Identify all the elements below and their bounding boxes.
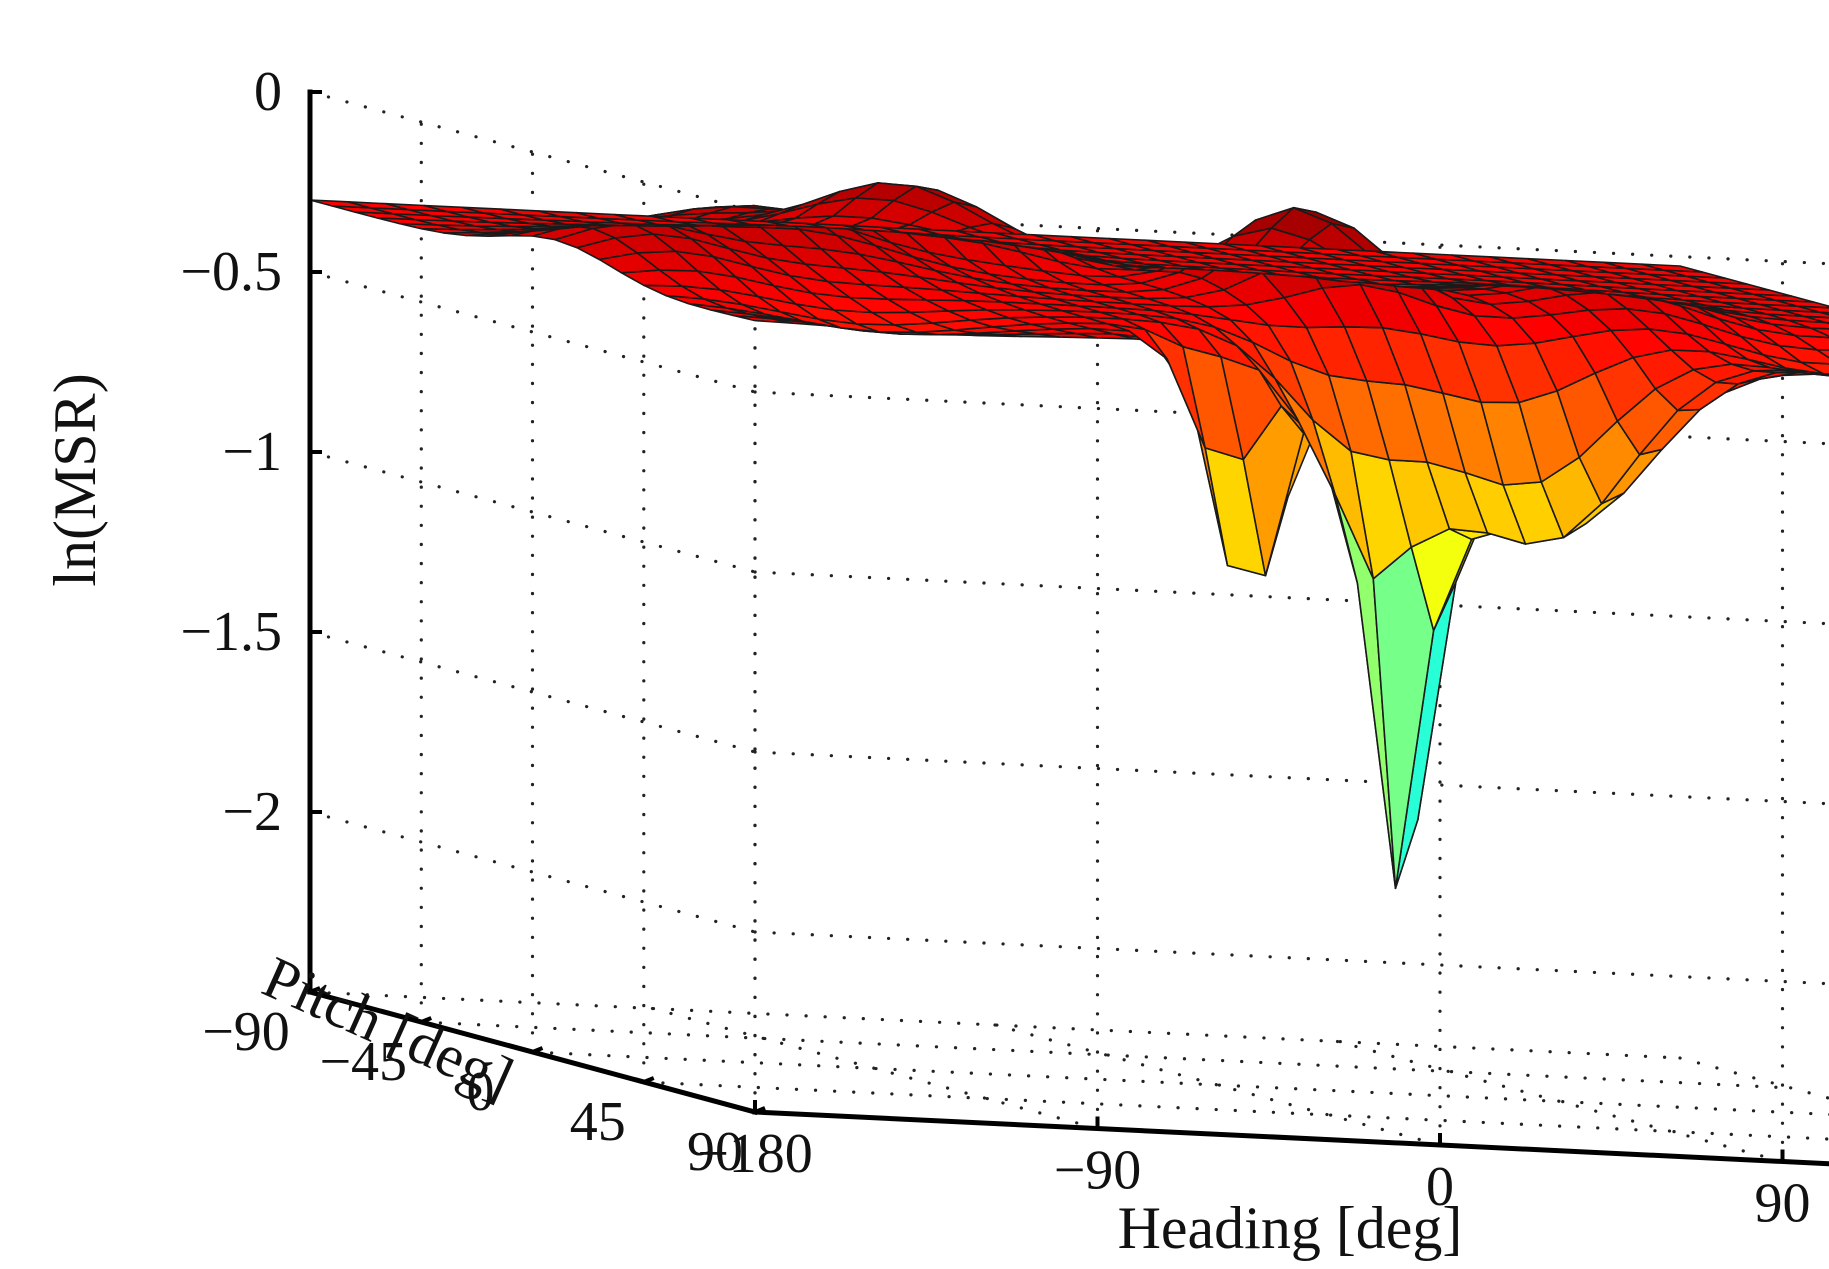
z-axis-title: ln(MSR) — [42, 373, 108, 586]
grid-line-back-wall — [753, 390, 1829, 446]
grid-line-floor — [419, 1020, 1793, 1090]
grid-line-left-wall — [308, 90, 757, 214]
x-tick-label: −180 — [697, 1123, 813, 1185]
grid-line-floor — [530, 1050, 1829, 1117]
z-tick-label: −1 — [222, 421, 282, 483]
x-axis-title: Heading [deg] — [1118, 1195, 1463, 1261]
surface-face — [1809, 327, 1829, 337]
grid-line-left-wall — [308, 630, 757, 754]
z-tick-label: −0.5 — [180, 241, 282, 303]
grid-line-back-wall — [753, 930, 1829, 986]
y-tick-label: 0 — [467, 1061, 495, 1123]
grid-line-back-wall — [753, 570, 1829, 626]
grid-line-floor — [993, 1023, 1442, 1147]
y-tick-mark — [643, 1076, 655, 1084]
y-tick-mark — [420, 1016, 432, 1024]
y-tick-mark — [531, 1046, 544, 1054]
y-tick-label: −45 — [319, 1031, 407, 1093]
y-tick-label: −90 — [202, 1001, 290, 1063]
y-tick-label: 90 — [687, 1121, 743, 1183]
grid-line-floor — [1678, 1056, 1829, 1100]
grid-line-left-wall — [308, 270, 757, 394]
y-tick-mark — [309, 986, 321, 994]
surface-face — [1641, 263, 1704, 273]
x-tick-label: −90 — [1054, 1140, 1142, 1202]
z-tick-label: 0 — [254, 61, 282, 123]
grid-line-floor — [308, 990, 1682, 1060]
y-tick-label: 45 — [570, 1091, 626, 1153]
x-axis-line — [752, 1109, 1829, 1167]
grid-line-floor — [642, 1080, 1829, 1141]
z-tick-label: −2 — [222, 781, 282, 843]
z-tick-label: −1.5 — [180, 601, 282, 663]
surface-plot — [309, 182, 1829, 890]
x-tick-label: 0 — [1426, 1156, 1454, 1218]
tick-labels: 0 −0.5 −1 −1.5 −2 −90 −45 0 45 90 −180 −… — [180, 61, 1811, 1235]
grid-line-left-wall — [308, 450, 757, 574]
grid-line-left-wall — [308, 810, 757, 934]
y-tick-mark — [754, 1106, 766, 1114]
axes — [306, 89, 1829, 1167]
surface-face — [1816, 348, 1829, 359]
grid-line-floor — [1335, 1039, 1785, 1164]
x-tick-label: 90 — [1755, 1173, 1811, 1235]
grid-line-back-wall — [753, 750, 1829, 806]
